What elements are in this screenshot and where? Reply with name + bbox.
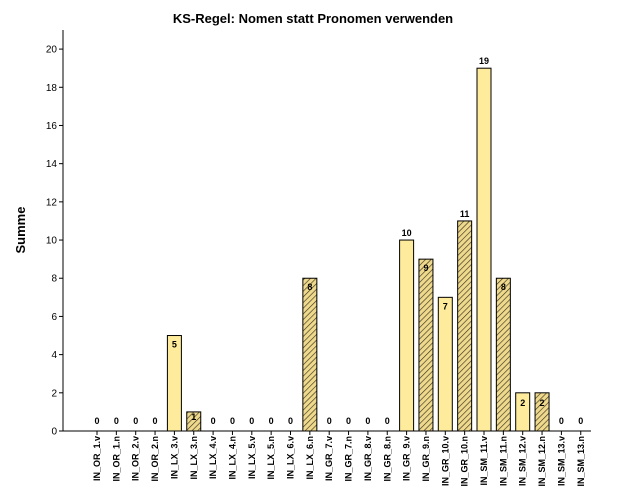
- x-tick-label: IN_GR_9.v: [402, 436, 412, 481]
- data-label: 0: [365, 416, 370, 426]
- x-tick-label: IN_SM_12.n: [537, 436, 547, 487]
- y-tick-label: 14: [46, 159, 58, 170]
- data-label: 0: [94, 416, 99, 426]
- data-label: 0: [114, 416, 119, 426]
- x-tick-label: IN_SM_13.v: [556, 436, 566, 486]
- x-tick-label: IN_LX_5.v: [247, 436, 257, 479]
- x-tick-label: IN_OR_2.n: [150, 436, 160, 482]
- data-label: 5: [172, 340, 177, 350]
- bar: [437, 296, 453, 432]
- data-label: 1: [191, 412, 196, 422]
- y-tick-label: 4: [51, 350, 57, 361]
- data-label: 0: [346, 416, 351, 426]
- x-tick-label: IN_GR_8.n: [382, 436, 392, 482]
- x-tick-label: IN_LX_4.n: [227, 436, 237, 480]
- x-axis: IN_OR_1.v IN_OR_1.n IN_OR_2.v IN_OR_2.n IN_L…: [63, 430, 591, 487]
- data-label: 0: [578, 416, 583, 426]
- x-tick-label: IN_GR_8.v: [363, 436, 373, 481]
- data-label: 0: [249, 416, 254, 426]
- data-label: 0: [153, 416, 158, 426]
- bar: [166, 335, 182, 432]
- data-label: 0: [327, 416, 332, 426]
- x-tick-label: IN_SM_11.n: [498, 436, 508, 486]
- x-tick-label: IN_OR_2.v: [131, 436, 141, 481]
- y-tick-label: 2: [51, 388, 57, 399]
- x-tick-label: IN_SM_12.v: [518, 436, 528, 486]
- data-label: 11: [460, 209, 470, 219]
- bar: [418, 258, 434, 432]
- x-tick-label: IN_GR_7.n: [344, 436, 354, 482]
- bar: [476, 67, 492, 432]
- data-label: 8: [501, 282, 506, 292]
- y-axis-label: Summe: [13, 207, 28, 254]
- y-tick-label: 12: [46, 197, 58, 208]
- chart-title: KS-Regel: Nomen statt Pronomen verwenden: [173, 11, 453, 26]
- data-label: 2: [540, 398, 545, 408]
- data-label: 7: [443, 301, 448, 311]
- y-tick-label: 8: [51, 274, 57, 285]
- y-tick-label: 10: [46, 236, 58, 247]
- y-axis: 0 2 4 6 8 10 12 14 16 18 20: [46, 30, 64, 438]
- bar: [495, 277, 511, 432]
- x-tick-label: IN_LX_4.v: [208, 436, 218, 479]
- data-label: 8: [307, 282, 312, 292]
- x-tick-label: IN_GR_10.n: [460, 436, 470, 487]
- y-tick-label: 16: [46, 121, 58, 132]
- data-label: 0: [559, 416, 564, 426]
- x-tick-label: IN_LX_3.v: [169, 436, 179, 479]
- y-tick-label: 0: [51, 427, 57, 438]
- data-label: 10: [402, 228, 412, 238]
- bar: [302, 277, 318, 432]
- x-tick-label: IN_SM_11.v: [479, 436, 489, 486]
- x-tick-label: IN_GR_10.v: [440, 436, 450, 486]
- data-label: 0: [133, 416, 138, 426]
- data-label: 2: [520, 398, 525, 408]
- data-label: 0: [288, 416, 293, 426]
- y-tick-label: 20: [46, 45, 58, 56]
- bar: [457, 220, 473, 432]
- x-tick-label: IN_GR_9.n: [421, 436, 431, 482]
- y-tick-label: 6: [51, 312, 57, 323]
- data-label: 0: [385, 416, 390, 426]
- data-label: 19: [479, 56, 489, 66]
- x-tick-label: IN_LX_6.v: [286, 436, 296, 479]
- data-label: 0: [230, 416, 235, 426]
- data-label: 0: [269, 416, 274, 426]
- data-label: 9: [423, 263, 428, 273]
- y-tick-label: 18: [46, 83, 58, 94]
- x-tick-label: IN_LX_3.n: [189, 436, 199, 480]
- x-tick-label: IN_SM_13.n: [576, 436, 586, 487]
- x-tick-label: IN_OR_1.n: [111, 436, 121, 482]
- data-label: 0: [211, 416, 216, 426]
- x-tick-label: IN_GR_7.v: [324, 436, 334, 481]
- x-tick-label: IN_OR_1.v: [92, 436, 102, 481]
- bar: [399, 239, 415, 432]
- x-tick-label: IN_LX_5.n: [266, 436, 276, 480]
- x-tick-label: IN_LX_6.n: [305, 436, 315, 480]
